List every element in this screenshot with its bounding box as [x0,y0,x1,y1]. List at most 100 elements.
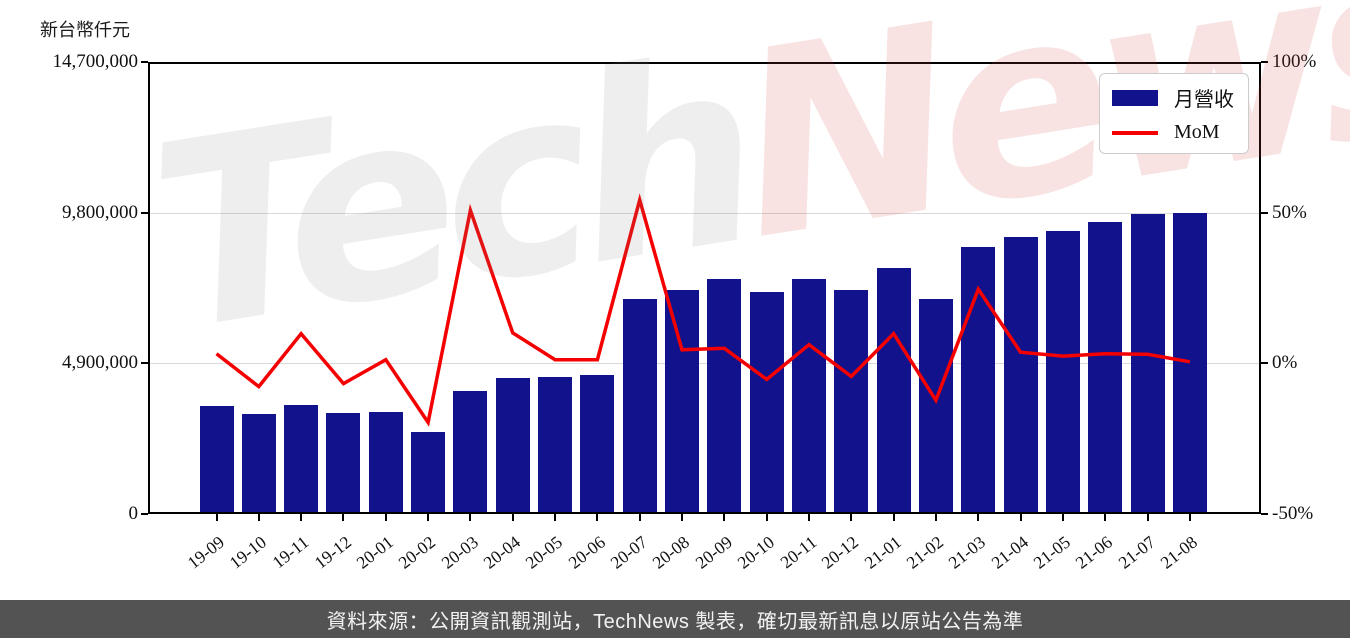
x-tick-label-21-02: 21-02 [902,531,948,573]
right-tick-mark [1261,362,1268,365]
footer-bar: 資料來源：公開資訊觀測站，TechNews 製表，確切最新訊息以原站公告為準 [0,600,1350,638]
left-tick-mark [141,211,148,214]
left-tick-label-1: 4,900,000 [62,352,138,374]
revenue-bar-21-08 [1172,213,1207,512]
x-tick-label-20-05: 20-05 [521,531,567,573]
revenue-legend-label: 月營收 [1174,89,1234,111]
x-tick-mark [554,514,557,521]
x-tick-label-19-12: 19-12 [310,531,355,573]
right-tick-mark [1261,61,1268,63]
revenue-bar-20-01 [368,412,403,512]
x-tick-label-20-02: 20-02 [394,531,440,573]
legend-item-revenue: 月營收 [1112,83,1234,112]
revenue-bar-21-02 [918,298,953,512]
left-tick-label-3: 14,700,000 [52,51,139,72]
x-tick-label-21-03: 21-03 [944,531,990,573]
x-tick-mark [511,514,514,521]
revenue-bar-20-11 [791,279,826,512]
x-tick-label-20-09: 20-09 [690,531,736,573]
x-tick-label-20-11: 20-11 [776,531,821,573]
x-tick-mark [1104,514,1107,521]
x-tick-label-21-07: 21-07 [1114,531,1159,573]
revenue-bar-20-04 [495,378,530,512]
x-tick-label-21-05: 21-05 [1029,531,1075,573]
x-tick-label-21-04: 21-04 [987,531,1032,573]
x-tick-mark [723,514,726,521]
legend: 月營收 MoM [1099,73,1249,154]
revenue-bar-20-05 [538,376,573,512]
x-tick-mark [892,514,895,521]
x-tick-mark [300,514,303,521]
x-tick-mark [638,514,641,521]
revenue-bar-20-07 [622,298,657,512]
plot-area: TechNews 月營收 MoM [136,0,1350,514]
mom-polyline [215,193,1191,427]
x-tick-label-20-08: 20-08 [648,531,694,573]
left-tick-mark [141,362,148,365]
x-tick-label-21-06: 21-06 [1071,531,1117,573]
x-tick-label-19-10: 19-10 [225,531,270,573]
x-tick-mark [850,514,853,521]
x-tick-mark [681,514,684,521]
revenue-bar-20-10 [749,292,784,512]
x-tick-label-19-09: 19-09 [183,531,228,573]
right-tick-mark [1261,211,1268,214]
x-tick-label-20-12: 20-12 [817,531,863,573]
right-tick-mark [1261,513,1268,515]
footer-source-text: 資料來源：公開資訊觀測站，TechNews 製表，確切最新訊息以原站公告為準 [326,610,1024,633]
mom-line-swatch [1112,130,1158,135]
revenue-bar-21-04 [1003,236,1038,512]
x-tick-mark [1061,514,1064,521]
x-tick-label-20-03: 20-03 [437,531,482,573]
y-axis-unit-label: 新台幣仟元 [40,20,130,40]
revenue-swatch [1112,89,1158,106]
revenue-bar-21-07 [1130,214,1165,512]
x-tick-mark [384,514,387,521]
x-tick-label-20-07: 20-07 [606,531,651,573]
mom-legend-label: MoM [1174,121,1220,143]
mom-line-series [215,193,1191,427]
x-tick-mark [934,514,937,521]
x-axis-ticks: 19-09 19-10 19-11 19-12 20-01 20-02 20-03 20-04… [148,520,1261,590]
x-tick-mark [215,514,218,521]
revenue-bar-19-09 [199,405,234,512]
revenue-bar-20-12 [834,289,869,512]
revenue-bar-21-06 [1088,222,1123,512]
left-tick-label-2: 9,800,000 [62,201,138,223]
revenue-bar-19-11 [284,405,319,512]
x-tick-mark [1188,514,1191,521]
x-tick-label-21-08: 21-08 [1156,531,1202,573]
revenue-bar-20-02 [411,432,446,512]
x-tick-mark [977,514,980,521]
revenue-bar-19-10 [241,414,276,512]
x-tick-mark [257,514,260,521]
revenue-bar-21-05 [1045,230,1080,512]
x-tick-mark [427,514,430,521]
revenue-bar-20-06 [580,375,615,512]
right-tick-label-2: 50% [1272,201,1307,223]
gridline [150,362,1259,364]
left-tick-mark [141,61,148,63]
x-tick-mark [342,514,345,521]
x-tick-mark [469,514,472,521]
x-tick-mark [596,514,599,521]
gridline [150,213,1259,215]
left-tick-mark [141,513,148,515]
x-tick-mark [765,514,768,521]
right-tick-label-3: 100% [1272,51,1317,72]
x-tick-label-20-04: 20-04 [479,531,524,573]
x-tick-mark [1146,514,1149,521]
right-tick-label-0: -50% [1272,503,1314,524]
x-tick-label-20-06: 20-06 [564,531,609,573]
x-tick-label-20-01: 20-01 [352,531,397,573]
revenue-bar-21-01 [876,268,911,512]
x-tick-label-19-11: 19-11 [268,531,313,573]
legend-item-mom: MoM [1112,121,1234,144]
x-tick-label-21-01: 21-01 [860,531,905,573]
revenue-bar-20-03 [453,390,488,512]
x-tick-label-20-10: 20-10 [733,531,778,573]
revenue-bar-20-08 [665,289,700,512]
left-tick-label-0: 0 [128,503,139,524]
revenue-bar-19-12 [326,412,361,512]
x-tick-mark [1019,514,1022,521]
